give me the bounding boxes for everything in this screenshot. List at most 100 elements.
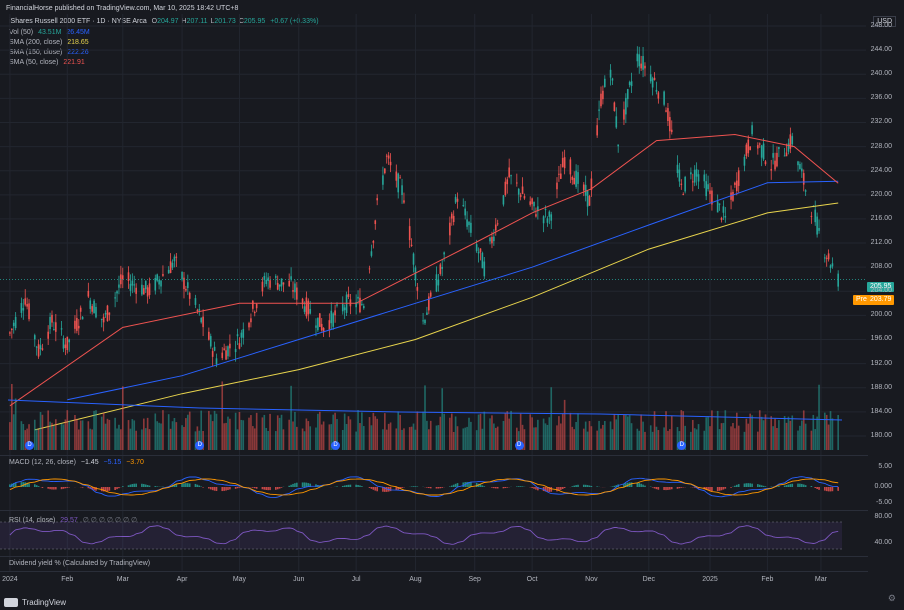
candle-body — [341, 303, 344, 312]
candle-body — [481, 252, 484, 269]
candle-body — [89, 300, 92, 309]
candle-body — [810, 215, 813, 217]
candle-body — [561, 157, 564, 167]
dividend-marker-icon[interactable]: D — [677, 441, 687, 450]
candle-body — [707, 184, 709, 190]
macd-histogram-bar — [730, 487, 732, 488]
macd-histogram-bar — [93, 487, 95, 491]
candle-body — [737, 170, 740, 186]
volume-bar — [575, 422, 577, 450]
dividend-marker-icon[interactable]: D — [331, 441, 341, 450]
macd-histogram-bar — [267, 487, 269, 491]
candle-body — [242, 329, 245, 338]
macd-histogram-bar — [829, 487, 832, 492]
macd-histogram-bar — [825, 487, 828, 492]
dividend-marker-icon[interactable]: D — [195, 441, 205, 450]
volume-bar — [229, 418, 231, 450]
macd-histogram-bar — [213, 487, 216, 491]
macd-signal-value: −3.70 — [126, 459, 144, 466]
currency-button[interactable]: USD — [873, 16, 896, 27]
gear-icon[interactable]: ⚙ — [887, 593, 896, 603]
volume-bar — [296, 426, 298, 450]
macd-histogram-bar — [757, 484, 759, 487]
volume-bar — [667, 430, 669, 450]
volume-bar — [762, 420, 765, 450]
pane-separator-rsi[interactable] — [0, 510, 868, 511]
candle-body — [403, 200, 405, 203]
candle-body — [571, 176, 574, 180]
macd-histogram-bar — [181, 483, 183, 487]
volume-bar — [22, 424, 25, 450]
volume-bar — [278, 417, 281, 450]
candle-body — [162, 274, 164, 276]
volume-bar — [747, 423, 750, 450]
volume-bar — [376, 418, 378, 450]
legend-volume[interactable]: Vol (50) 43.51M 26.45M — [9, 29, 90, 36]
candle-body — [9, 332, 11, 334]
volume-bar — [133, 420, 136, 450]
macd-tick-label: -5.00 — [876, 499, 892, 506]
brand-label: TradingView — [22, 598, 67, 607]
candle-body — [12, 322, 15, 327]
macd-histogram-bar — [121, 486, 124, 487]
macd-histogram-bar — [735, 484, 738, 487]
candle-body — [261, 281, 264, 292]
candle-body — [317, 317, 319, 331]
volume-bar — [127, 420, 130, 450]
legend-macd[interactable]: MACD (12, 26, close) −1.45 −5.15 −3.70 — [9, 459, 144, 466]
candle-body — [131, 280, 134, 286]
legend-sma200[interactable]: SMA (200, close) 218.65 — [9, 39, 89, 46]
volume-bar — [187, 414, 189, 450]
volume-bar — [804, 423, 807, 450]
premarket-price-tag: 203.79 — [867, 295, 895, 305]
candle-body — [743, 156, 746, 166]
volume-bar — [464, 427, 466, 450]
candle-body — [77, 325, 80, 329]
volume-bar — [609, 421, 612, 450]
macd-histogram-bar — [724, 487, 727, 489]
candle-body — [636, 53, 639, 62]
price-tick-label: 240.00 — [870, 70, 892, 78]
candle-body — [49, 316, 51, 330]
macd-histogram-bar — [481, 485, 484, 487]
candle-body — [412, 253, 415, 265]
legend-sma50[interactable]: SMA (50, close) 221.91 — [9, 59, 85, 66]
candle-body — [452, 215, 455, 223]
candle-body — [575, 170, 577, 187]
candle-body — [749, 146, 751, 151]
macd-histogram-bar — [305, 482, 308, 487]
volume-bar — [546, 424, 549, 450]
pane-separator-macd[interactable] — [0, 455, 868, 456]
candle-body — [133, 284, 136, 286]
volume-bar — [343, 413, 346, 450]
legend-sma150[interactable]: SMA (150, close) 222.26 — [9, 49, 89, 56]
legend-dividend-yield[interactable]: Dividend yield % (Calculated by TradingV… — [9, 560, 150, 567]
footer-brand[interactable]: TradingView — [4, 598, 66, 607]
macd-histogram-bar — [265, 487, 268, 491]
macd-histogram-bar — [131, 484, 134, 487]
volume-bar — [823, 412, 826, 450]
macd-histogram-bar — [26, 482, 28, 487]
macd-histogram-bar — [22, 482, 25, 487]
symbol-name[interactable]: iShares Russell 2000 ETF · 1D · NYSE Arc… — [9, 18, 147, 25]
macd-histogram-bar — [9, 484, 11, 487]
candle-body — [517, 188, 520, 195]
macd-histogram-bar — [734, 485, 736, 487]
candle-body — [62, 338, 65, 349]
volume-bar — [642, 421, 644, 450]
candle-body — [617, 144, 620, 147]
macd-histogram-bar — [546, 487, 549, 492]
candle-body — [778, 146, 780, 150]
volume-bar — [305, 418, 308, 450]
volume-bar — [194, 431, 197, 450]
macd-histogram-bar — [229, 487, 231, 490]
legend-rsi[interactable]: RSI (14, close) 29.57 ∅ ∅ ∅ ∅ ∅ ∅ ∅ — [9, 516, 137, 524]
dividend-marker-icon[interactable]: D — [25, 441, 35, 450]
pane-separator-dividend[interactable] — [0, 556, 868, 557]
candle-body — [267, 277, 269, 281]
macd-histogram-bar — [194, 483, 197, 487]
dividend-marker-icon[interactable]: D — [514, 441, 524, 450]
macd-histogram-bar — [776, 486, 778, 487]
candle-body — [695, 169, 698, 177]
